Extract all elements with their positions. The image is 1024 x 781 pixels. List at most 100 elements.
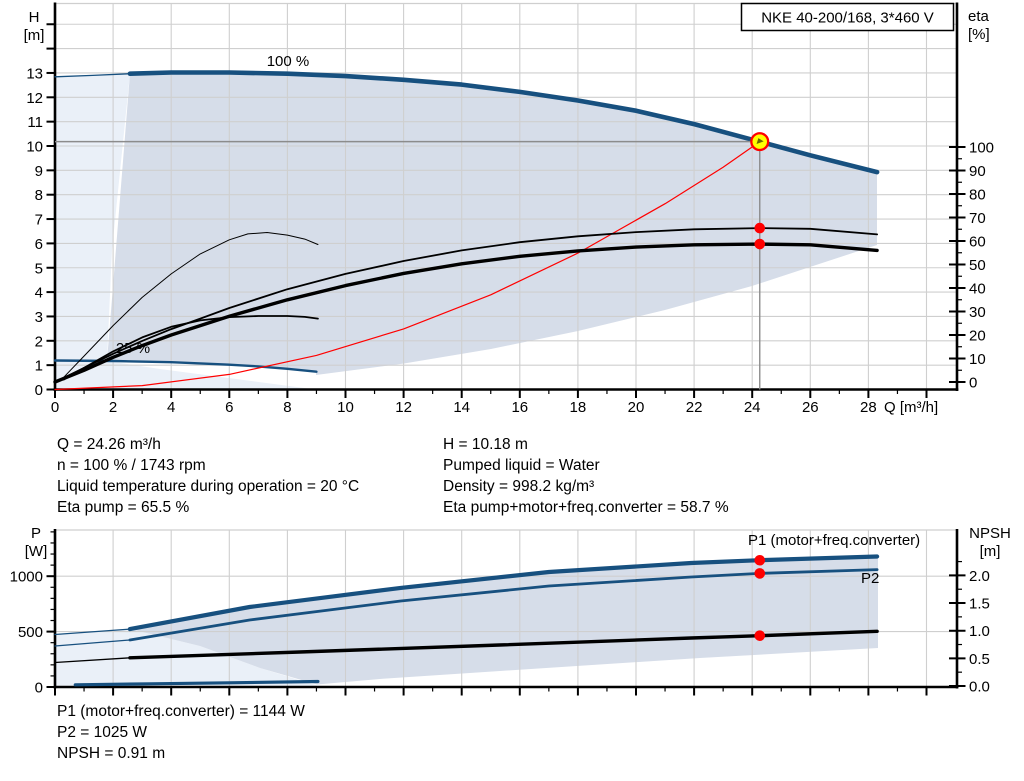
speed-label-100: 100 % xyxy=(267,53,310,70)
y-right-label: 20 xyxy=(969,328,986,345)
y-right-label: 2.0 xyxy=(969,568,990,585)
speed-label-25: 25 % xyxy=(116,340,150,357)
y-right-label: 50 xyxy=(969,257,986,274)
x-tick-label: 12 xyxy=(395,399,412,416)
y-right-label: 90 xyxy=(969,163,986,180)
y-left-label: 1 xyxy=(35,358,43,375)
duty-info-left: Q = 24.26 m³/h n = 100 % / 1743 rpm Liqu… xyxy=(57,434,359,518)
y-right-label: 70 xyxy=(969,210,986,227)
left-axis-unit: [W] xyxy=(25,543,48,560)
x-tick-label: 16 xyxy=(511,399,528,416)
duty-dot xyxy=(754,568,766,579)
info-line-temp: Liquid temperature during operation = 20… xyxy=(57,478,360,495)
duty-dot xyxy=(754,630,766,641)
curve-p2-thin xyxy=(54,639,131,647)
left-axis-title: H xyxy=(29,9,40,26)
x-tick-label: 8 xyxy=(283,399,291,416)
y-left-label: 4 xyxy=(35,285,43,302)
x-tick-label: 10 xyxy=(337,399,354,416)
x-tick-label: 14 xyxy=(453,399,470,416)
operating-envelope xyxy=(107,72,877,375)
operating-point-cursor-icon xyxy=(756,138,764,145)
y-right-label: 0.5 xyxy=(969,651,990,668)
info-line-h: H = 10.18 m xyxy=(443,436,528,453)
info-line-p1: P1 (motor+freq.converter) = 1144 W xyxy=(57,703,305,720)
right-axis-title: eta xyxy=(968,8,990,25)
y-right-label: 100 xyxy=(969,140,994,157)
legend-p2: P2 xyxy=(861,570,879,587)
info-line-q: Q = 24.26 m³/h xyxy=(57,436,161,453)
x-tick-label: 22 xyxy=(686,399,703,416)
qh-eta-chart: 0 2 4 6 8 10 12 14 16 18 20 22 24 26 28012345678910111… xyxy=(24,2,994,416)
info-line-liquid: Pumped liquid = Water xyxy=(443,457,600,474)
y-left-label: 7 xyxy=(35,212,43,229)
curve-eta-pump-reduced-speed xyxy=(63,232,319,378)
curve-system-curve xyxy=(54,141,761,391)
left-axis-title: P xyxy=(31,525,41,542)
duty-dot xyxy=(754,222,766,234)
y-right-label: 1.5 xyxy=(969,596,990,613)
info-line-n: n = 100 % / 1743 rpm xyxy=(57,457,206,474)
y-left-label: 1000 xyxy=(10,569,43,586)
right-axis-unit: [%] xyxy=(968,26,990,43)
y-left-label: 5 xyxy=(35,260,43,277)
right-axis-unit: [m] xyxy=(980,543,1001,560)
x-tick-label: 20 xyxy=(628,399,645,416)
y-right-label: 60 xyxy=(969,234,986,251)
x-tick-label: 18 xyxy=(570,399,587,416)
power-npsh-chart: 0 500 1000 0.0 0.5 1.0 1.5 2.0 P[W] NPSH[m] P1 (mo… xyxy=(10,525,1011,697)
duty-info-right: H = 10.18 m Pumped liquid = Water Densit… xyxy=(443,434,729,518)
info-line-npsh: NPSH = 0.91 m xyxy=(57,745,166,762)
x-axis-title: Q [m³/h] xyxy=(884,399,938,416)
legend-p1: P1 (motor+freq.converter) xyxy=(748,532,920,549)
x-tick-label: 6 xyxy=(225,399,233,416)
y-right-label: 0.0 xyxy=(969,679,990,696)
info-line-eta: Eta pump = 65.5 % xyxy=(57,499,190,516)
y-left-label: 11 xyxy=(27,114,43,131)
y-right-label: 10 xyxy=(969,351,986,368)
info-line-p2: P2 = 1025 W xyxy=(57,724,148,741)
left-axis-unit: [m] xyxy=(24,27,45,44)
curve-qh-100-thin xyxy=(54,73,131,78)
y-right-label: 30 xyxy=(969,304,986,321)
y-left-label: 12 xyxy=(26,90,43,107)
y-left-label: 6 xyxy=(35,236,43,253)
x-tick-label: 28 xyxy=(860,399,877,416)
duty-dot xyxy=(754,238,766,250)
curve-eta-pump-motor-freq xyxy=(53,242,879,384)
pump-title-text: NKE 40-200/168, 3*460 V xyxy=(761,10,934,27)
curve-npsh xyxy=(128,629,879,660)
y-left-label: 0 xyxy=(35,382,43,399)
curve-p1-thin xyxy=(54,628,131,636)
y-left-label: 8 xyxy=(35,187,43,204)
y-left-label: 10 xyxy=(26,139,43,156)
y-left-label: 13 xyxy=(26,65,43,82)
curve-npsh-thin xyxy=(54,657,131,664)
y-right-label: 80 xyxy=(969,187,986,204)
y-left-label: 3 xyxy=(35,309,43,326)
info-line-density: Density = 998.2 kg/m³ xyxy=(443,478,595,495)
y-left-label: 0 xyxy=(35,680,43,697)
info-line-eta-tot: Eta pump+motor+freq.converter = 58.7 % xyxy=(443,499,729,516)
curve-eta-pump xyxy=(54,227,878,383)
curve-eta-total-reduced-speed xyxy=(62,315,319,381)
curve-qh-25 xyxy=(53,359,318,373)
x-tick-label: 24 xyxy=(744,399,761,416)
right-axis-title: NPSH xyxy=(969,525,1011,542)
power-info: P1 (motor+freq.converter) = 1144 W P2 = … xyxy=(57,701,305,764)
y-left-label: 500 xyxy=(18,624,43,641)
y-right-label: 1.0 xyxy=(969,623,990,640)
y-right-label: 40 xyxy=(969,281,986,298)
operating-range-pale xyxy=(55,73,308,389)
x-tick-label: 26 xyxy=(802,399,819,416)
y-left-label: 2 xyxy=(35,333,43,350)
y-left-label: 9 xyxy=(35,163,43,180)
x-tick-label: 0 xyxy=(51,399,59,416)
y-right-label: 0 xyxy=(969,375,977,392)
x-tick-label: 4 xyxy=(167,399,175,416)
x-tick-label: 2 xyxy=(109,399,117,416)
pump-title-box xyxy=(740,2,955,32)
duty-dot xyxy=(754,554,766,566)
curve-p-25-speed xyxy=(73,679,320,687)
